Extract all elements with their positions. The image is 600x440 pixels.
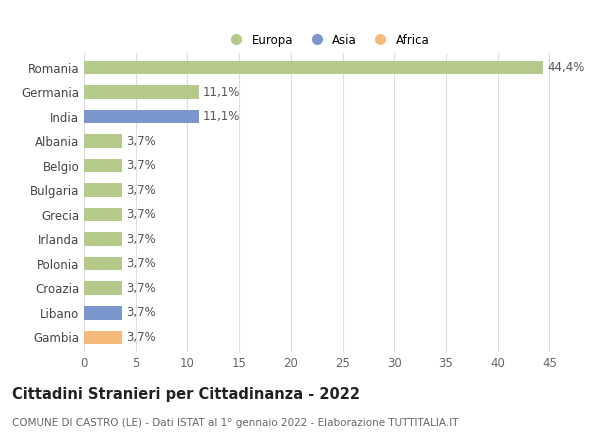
Bar: [84, 159, 122, 172]
Bar: [84, 61, 543, 74]
Text: 11,1%: 11,1%: [203, 110, 240, 123]
Text: 11,1%: 11,1%: [203, 85, 240, 99]
Text: 3,7%: 3,7%: [127, 135, 156, 147]
Text: Cittadini Stranieri per Cittadinanza - 2022: Cittadini Stranieri per Cittadinanza - 2…: [12, 387, 360, 402]
Text: 44,4%: 44,4%: [547, 61, 584, 74]
Bar: [84, 110, 199, 123]
Bar: [84, 232, 122, 246]
Bar: [84, 306, 122, 319]
Bar: [84, 257, 122, 271]
Bar: [84, 208, 122, 221]
Text: 3,7%: 3,7%: [127, 331, 156, 344]
Bar: [84, 330, 122, 344]
Text: 3,7%: 3,7%: [127, 306, 156, 319]
Bar: [84, 134, 122, 148]
Text: 3,7%: 3,7%: [127, 208, 156, 221]
Legend: Europa, Asia, Africa: Europa, Asia, Africa: [220, 29, 434, 51]
Text: 3,7%: 3,7%: [127, 183, 156, 197]
Bar: [84, 85, 199, 99]
Text: 3,7%: 3,7%: [127, 233, 156, 246]
Text: 3,7%: 3,7%: [127, 257, 156, 270]
Text: COMUNE DI CASTRO (LE) - Dati ISTAT al 1° gennaio 2022 - Elaborazione TUTTITALIA.: COMUNE DI CASTRO (LE) - Dati ISTAT al 1°…: [12, 418, 458, 428]
Bar: [84, 183, 122, 197]
Text: 3,7%: 3,7%: [127, 282, 156, 295]
Bar: [84, 282, 122, 295]
Text: 3,7%: 3,7%: [127, 159, 156, 172]
